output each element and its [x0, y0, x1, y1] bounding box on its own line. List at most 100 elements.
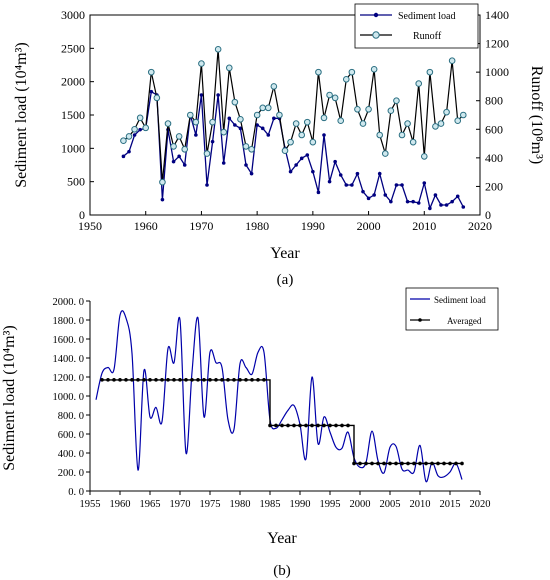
averaged-point — [412, 461, 416, 466]
y-tick-label-right: 1400 — [485, 8, 509, 22]
runoff-point — [370, 65, 378, 73]
y-tick-label-left: 500 — [67, 175, 85, 189]
runoff-point — [253, 111, 261, 119]
averaged-point — [172, 378, 176, 382]
averaged-point — [142, 378, 146, 382]
panel-label-b: (b) — [273, 563, 291, 579]
sediment-load-point — [149, 89, 154, 94]
averaged-point — [280, 423, 284, 428]
series-averaged-b — [100, 378, 464, 466]
x-tick-label: 1960 — [134, 219, 158, 233]
y-tick-label: 200. 0 — [58, 468, 84, 479]
x-tick-label: 1970 — [189, 219, 213, 233]
runoff-point — [203, 150, 211, 157]
y-tick-label-right: 800 — [485, 94, 503, 108]
sediment-load-point — [288, 169, 293, 174]
runoff-point — [432, 123, 439, 130]
y-tick-label-left: 2500 — [61, 41, 85, 55]
x-tick-label: 1990 — [301, 219, 325, 233]
averaged-point — [400, 461, 404, 466]
runoff-point — [220, 128, 228, 136]
legend-label-averaged-b: Averaged — [447, 316, 482, 326]
sediment-load-point — [366, 196, 371, 201]
runoff-point — [142, 124, 150, 132]
averaged-point — [448, 461, 452, 466]
averaged-point — [382, 461, 386, 466]
y-tick-label-right: 600 — [485, 122, 503, 136]
legend-label-runoff-a: Runoff — [413, 31, 442, 42]
sediment-load-point — [372, 193, 376, 197]
runoff-point — [459, 111, 467, 119]
runoff-point — [192, 118, 200, 126]
y-tick-label: 2000. 0 — [53, 297, 85, 308]
y-tick-label-left: 2000 — [61, 75, 85, 89]
x-tick-label: 1950 — [78, 219, 102, 233]
averaged-point — [424, 461, 428, 466]
sediment-load-point — [361, 189, 365, 194]
runoff-point — [381, 150, 389, 157]
sediment-load-point — [416, 201, 421, 205]
legend-box-b — [405, 287, 499, 331]
runoff-point — [287, 138, 294, 146]
x-axis-title-a: Year — [270, 245, 300, 262]
runoff-point — [159, 178, 166, 186]
runoff-point — [242, 143, 250, 150]
runoff-point — [276, 111, 283, 119]
x-tick-label: 2000 — [357, 219, 381, 233]
runoff-point — [337, 117, 345, 125]
sediment-load-point — [327, 179, 332, 184]
sediment-load-point — [238, 126, 243, 131]
averaged-point — [256, 378, 260, 382]
y-tick-label: 0. 0 — [68, 487, 84, 498]
averaged-point — [100, 378, 104, 382]
averaged-point — [406, 461, 410, 466]
runoff-point — [376, 131, 384, 139]
x-tick-label: 1990 — [290, 499, 311, 510]
series-runoff-a — [120, 45, 467, 186]
runoff-point — [186, 111, 194, 119]
legend-marker-runoff-a — [372, 31, 380, 39]
runoff-point — [309, 138, 317, 146]
x-tick-label: 1995 — [320, 499, 341, 510]
sediment-load-point — [260, 126, 265, 131]
runoff-point — [120, 137, 127, 145]
averaged-point — [340, 423, 344, 428]
legend-marker-averaged-b — [418, 318, 422, 322]
sediment-load-point — [405, 199, 410, 204]
runoff-point — [359, 120, 367, 127]
sediment-load-point — [444, 203, 449, 207]
averaged-point — [190, 378, 194, 382]
runoff-point — [393, 97, 400, 105]
runoff-point — [415, 80, 423, 87]
sediment-load-line — [122, 90, 464, 211]
sediment-load-point — [355, 171, 360, 176]
averaged-point — [460, 461, 464, 466]
x-tick-label: 2020 — [470, 499, 491, 510]
sediment-load-point — [210, 139, 215, 144]
averaged-point — [322, 423, 326, 428]
runoff-point — [292, 120, 300, 127]
runoff-point — [164, 120, 172, 127]
averaged-point — [454, 461, 458, 466]
averaged-point — [166, 378, 170, 382]
sediment-load-point — [199, 93, 204, 97]
runoff-point — [437, 120, 445, 127]
averaged-point — [124, 378, 128, 382]
sediment-load-point — [227, 116, 232, 121]
averaged-point — [232, 378, 236, 382]
y-tick-label: 400. 0 — [58, 449, 84, 460]
y-tick-label: 1400. 0 — [53, 354, 85, 365]
runoff-point — [387, 107, 395, 115]
legend-a: Sediment load Runoff — [354, 3, 479, 49]
averaged-point — [208, 378, 212, 382]
sediment-load-point — [132, 133, 137, 137]
averaged-point — [316, 423, 320, 428]
runoff-point — [147, 68, 155, 76]
averaged-point — [268, 423, 272, 428]
y-axis-title-left-a: Sediment load (10⁴m³) — [13, 42, 30, 187]
legend-b: Sediment load Averaged — [405, 287, 499, 331]
sediment-load-point — [177, 154, 181, 159]
panel-b: 1955 1960 1965 1970 1975 1980 1985 1990 1995 2000… — [1, 287, 499, 579]
runoff-point — [136, 114, 144, 122]
y-axis-title-b: Sediment load (10⁴m³) — [1, 325, 18, 470]
